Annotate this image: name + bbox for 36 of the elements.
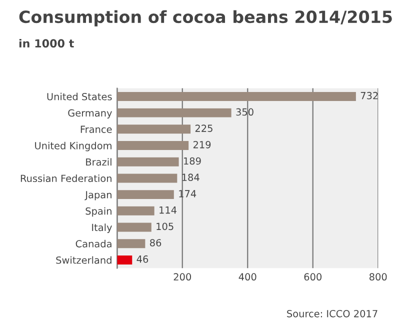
chart-title: Consumption of cocoa beans 2014/2015 xyxy=(19,10,392,26)
bar xyxy=(117,108,232,118)
bar xyxy=(117,141,189,150)
x-tick-label: 200 xyxy=(174,273,192,281)
data-label: 105 xyxy=(156,222,174,230)
y-tick-label: Brazil xyxy=(86,158,112,166)
y-tick-label: United States xyxy=(47,92,112,100)
data-label: 225 xyxy=(195,124,212,132)
source-note: Source: ICCO 2017 xyxy=(287,310,378,318)
y-tick-label: Canada xyxy=(76,240,112,248)
x-tick-label: 400 xyxy=(238,273,256,281)
bar xyxy=(117,124,191,134)
bar xyxy=(117,157,179,166)
data-label: 86 xyxy=(150,239,162,246)
y-tick-label: Japan xyxy=(84,191,112,200)
bar xyxy=(117,174,178,183)
bar xyxy=(117,190,174,200)
y-tick-label: United Kingdom xyxy=(35,142,112,152)
bar xyxy=(117,222,152,232)
bar xyxy=(117,255,132,264)
data-label: 46 xyxy=(136,255,148,263)
data-label: 189 xyxy=(184,157,201,165)
bar xyxy=(117,206,154,216)
y-tick-label: Germany xyxy=(68,109,112,119)
x-tick-label: 800 xyxy=(370,273,387,281)
bar xyxy=(117,92,356,101)
y-tick-label: Russian Federation xyxy=(20,174,112,182)
y-tick-label: Italy xyxy=(92,224,112,233)
y-tick-label: France xyxy=(80,126,112,133)
y-tick-label: Spain xyxy=(86,207,112,217)
data-label: 114 xyxy=(160,206,177,214)
data-label: 219 xyxy=(193,140,211,148)
bar xyxy=(117,239,146,248)
y-tick-label: Switzerland xyxy=(56,256,112,264)
chart-subtitle: in 1000 t xyxy=(19,38,74,48)
x-tick-label: 600 xyxy=(304,273,322,281)
